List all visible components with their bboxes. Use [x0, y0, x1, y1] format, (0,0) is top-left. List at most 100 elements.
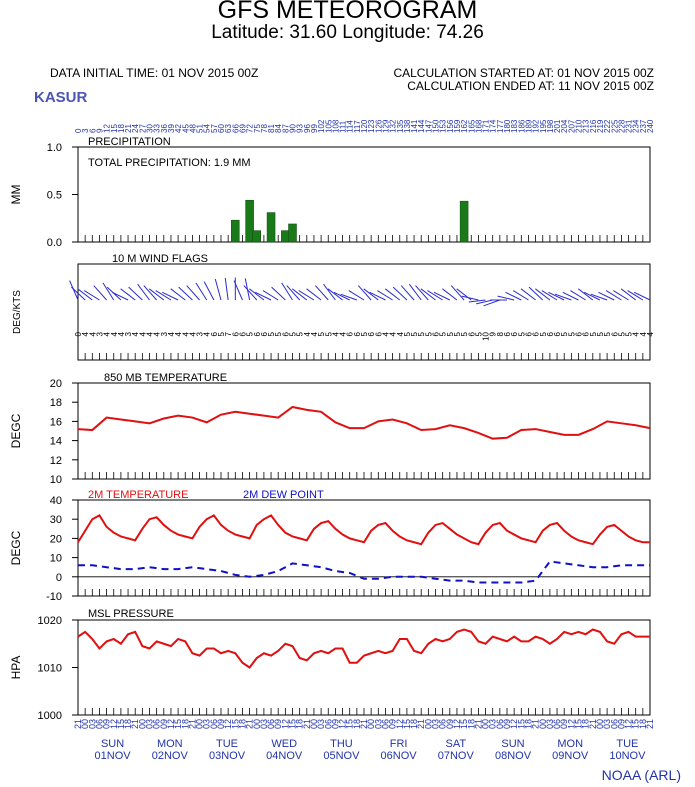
- bottom-hour-label: 06: [438, 719, 448, 729]
- temp2m-legend: 2M TEMPERATURE: [88, 489, 188, 501]
- bottom-hour-label: 18: [295, 719, 305, 729]
- wind-barb: [392, 286, 408, 301]
- surface-ylabel: DEGC: [9, 530, 23, 565]
- top-hour-label: 90: [289, 124, 298, 133]
- date-label: 05NOV: [323, 750, 360, 762]
- wind-barb: [363, 288, 379, 301]
- wind-speed-label: 6: [503, 331, 512, 336]
- top-hour-label: 60: [217, 124, 226, 133]
- bottom-hour-label: 15: [345, 719, 355, 729]
- top-hour-label: 234: [632, 119, 641, 133]
- wind-barb: [291, 288, 308, 301]
- surface-y-tick-label: 0: [56, 572, 62, 584]
- top-hour-label: 21: [124, 124, 133, 133]
- bottom-hour-label: 12: [109, 719, 119, 729]
- day-of-week-label: FRI: [390, 738, 408, 750]
- day-of-week-label: MON: [157, 738, 183, 750]
- wind-speed-label: 4: [167, 331, 176, 336]
- wind-ylabel: DEG/KTS: [12, 290, 23, 334]
- bottom-hour-label: 03: [259, 719, 269, 729]
- wind-speed-label: 10: [482, 331, 491, 340]
- wind-speed-label: 5: [410, 331, 419, 336]
- date-label: 01NOV: [95, 750, 132, 762]
- wind-barb: [450, 285, 465, 301]
- bottom-hour-label: 21: [73, 719, 83, 729]
- top-hour-label: 216: [589, 119, 598, 133]
- surface-y-tick-label: 20: [50, 533, 62, 545]
- top-hour-label: 135: [396, 119, 405, 133]
- top-hour-label: 51: [196, 124, 205, 133]
- wind-speed-label: 5: [267, 331, 276, 336]
- wind-speed-label: 5: [617, 331, 626, 336]
- surface-y-tick-label: 30: [50, 514, 62, 526]
- top-hour-label: 108: [331, 119, 340, 133]
- calc-started: CALCULATION STARTED AT: 01 NOV 2015 00Z: [393, 66, 654, 80]
- temp850-ylabel: DEGC: [9, 413, 23, 448]
- top-hour-label: 93: [296, 124, 305, 133]
- wind-barb: [442, 288, 458, 301]
- pressure-ylabel: HPA: [9, 656, 23, 680]
- wind-speed-label: 4: [81, 331, 90, 336]
- top-hour-label: 15: [110, 124, 119, 133]
- temp850-y-tick-label: 14: [50, 436, 62, 448]
- bottom-hour-label: 12: [338, 719, 348, 729]
- top-hour-label: 231: [625, 119, 634, 133]
- bottom-hour-label: 21: [473, 719, 483, 729]
- wind-barb: [590, 293, 608, 301]
- top-hour-label: 219: [596, 119, 605, 133]
- precip-bar: [459, 200, 469, 243]
- bottom-hour-label: 21: [416, 719, 426, 729]
- bottom-hour-label: 06: [552, 719, 562, 729]
- wind-barb: [178, 286, 193, 301]
- wind-speed-label: 6: [582, 331, 591, 336]
- temp850-y-tick-label: 18: [50, 397, 62, 409]
- top-hour-label: 156: [446, 119, 455, 133]
- surface-y-tick-label: 10: [50, 553, 62, 565]
- wind-barb: [286, 285, 301, 301]
- precip-y-tick-label: 1.0: [47, 142, 62, 154]
- wind-speed-label: 5: [625, 331, 634, 336]
- bottom-hour-label: 18: [409, 719, 419, 729]
- wind-barb: [195, 282, 208, 301]
- wind-speed-label: 5: [317, 331, 326, 336]
- wind-speed-label: 6: [546, 331, 555, 336]
- top-hour-label: 165: [467, 119, 476, 133]
- top-hour-label: 159: [453, 119, 462, 133]
- wind-speed-label: 5: [567, 331, 576, 336]
- wind-speed-label: 4: [203, 331, 212, 336]
- wind-barb: [298, 290, 315, 301]
- wind-speed-label: 5: [517, 331, 526, 336]
- temp2m-line: [77, 514, 650, 546]
- wind-speed-label: 4: [339, 331, 348, 336]
- wind-speed-label: 4: [639, 331, 648, 336]
- wind-barb: [505, 291, 522, 301]
- wind-barb: [497, 295, 515, 301]
- wind-panel-label: 10 M WIND FLAGS: [112, 253, 208, 265]
- wind-barb: [620, 288, 637, 301]
- bottom-hour-label: 00: [195, 719, 205, 729]
- wind-barb: [583, 291, 601, 301]
- wind-speed-label: 4: [110, 331, 119, 336]
- wind-barb: [461, 295, 479, 301]
- top-hour-label: 237: [639, 119, 648, 133]
- wind-barb: [408, 283, 422, 301]
- wind-barb: [306, 288, 322, 301]
- bottom-hour-label: 12: [624, 719, 634, 729]
- bottom-hour-label: 15: [402, 719, 412, 729]
- wind-speed-label: 5: [217, 331, 226, 336]
- wind-barb: [162, 291, 179, 301]
- top-hour-label: 42: [174, 124, 183, 133]
- wind-speed-label: 4: [153, 331, 162, 336]
- bottom-hour-label: 15: [116, 719, 126, 729]
- surface-panel-frame: [77, 499, 651, 597]
- precip-total-annotation: TOTAL PRECIPITATION: 1.9 MM: [88, 157, 251, 169]
- wind-barb: [548, 291, 565, 301]
- top-hour-label: 213: [582, 119, 591, 133]
- wind-barb: [203, 281, 215, 301]
- top-hour-label: 123: [367, 119, 376, 133]
- bottom-hour-label: 18: [352, 719, 362, 729]
- wind-barb: [137, 283, 150, 301]
- wind-speed-label: 5: [453, 331, 462, 336]
- bottom-hour-label: 03: [545, 719, 555, 729]
